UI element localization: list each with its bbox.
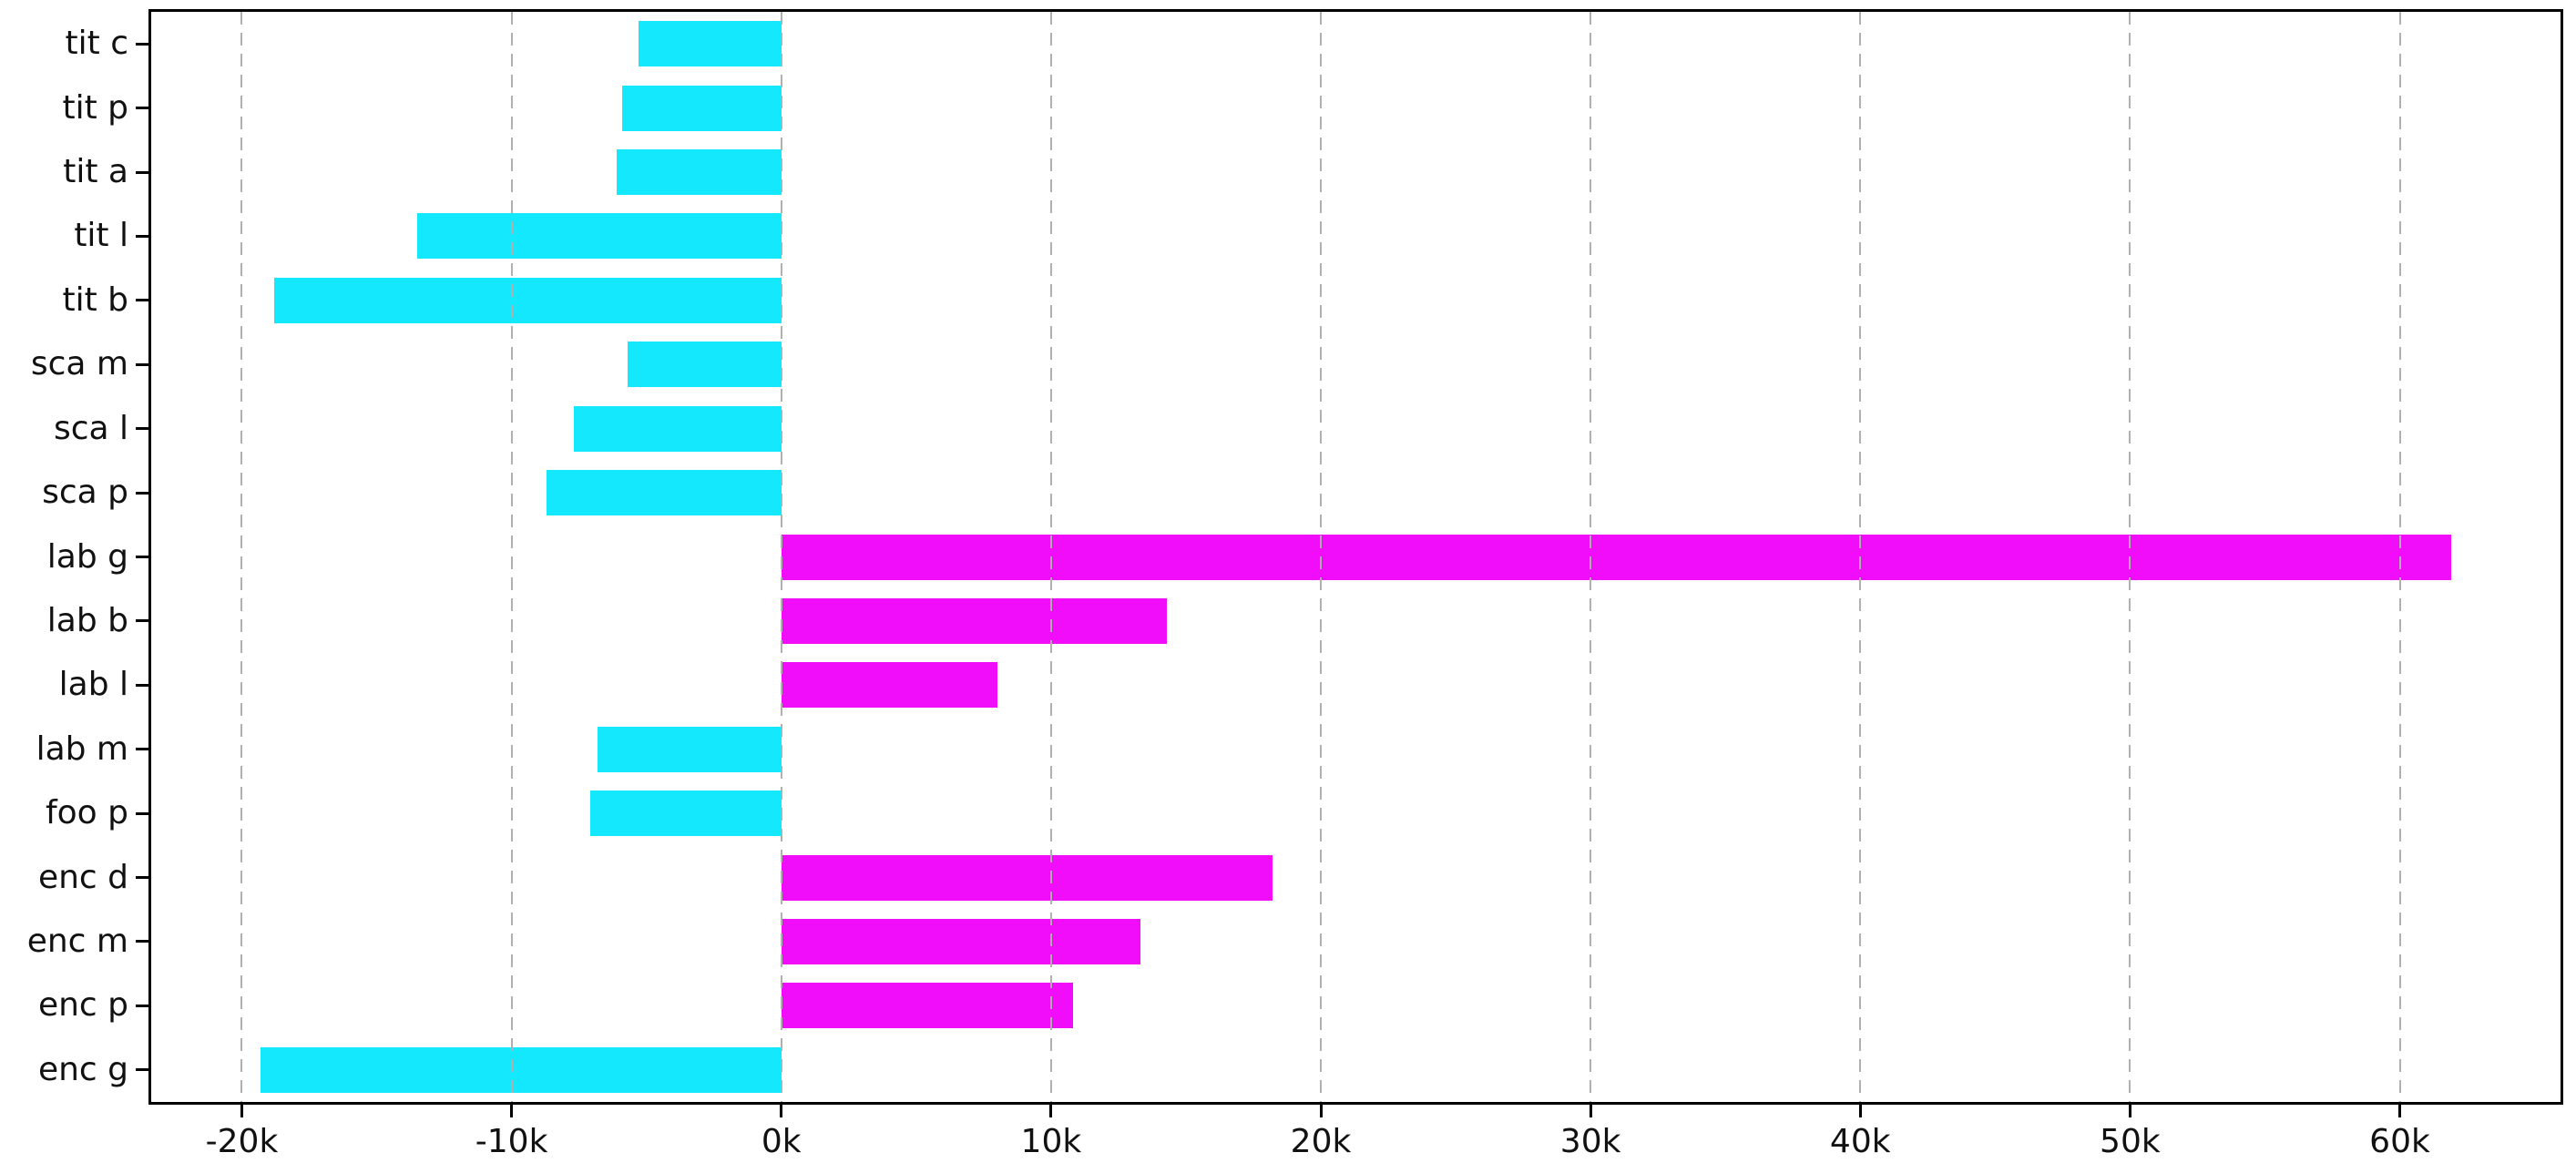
y-tick-mark-tit-c — [136, 42, 148, 46]
x-tick-label-0k: 0k — [761, 1123, 802, 1160]
y-tick-label-enc-m: enc m — [26, 922, 128, 960]
x-tick-label--20k: -20k — [205, 1123, 279, 1160]
y-tick-label-sca-m: sca m — [30, 345, 128, 383]
y-tick-mark-lab-l — [136, 683, 148, 687]
bar-tit-c — [638, 21, 782, 67]
gridline-10k — [1049, 12, 1052, 1102]
y-tick-mark-lab-g — [136, 556, 148, 558]
y-tick-mark-tit-a — [136, 170, 148, 174]
y-tick-mark-sca-m — [136, 362, 148, 366]
x-tick-label-20k: 20k — [1290, 1123, 1352, 1160]
y-tick-label-enc-g: enc g — [37, 1050, 128, 1088]
y-tick-mark-enc-p — [136, 1004, 148, 1007]
gridline-60k — [2398, 12, 2401, 1102]
bar-enc-d — [781, 854, 1273, 901]
x-tick-mark--10k — [510, 1105, 514, 1117]
bar-enc-g — [261, 1046, 782, 1093]
y-tick-mark-tit-p — [136, 107, 148, 110]
bar-enc-p — [781, 983, 1073, 1029]
y-tick-label-tit-p: tit p — [62, 88, 128, 127]
x-tick-label-10k: 10k — [1020, 1123, 1082, 1160]
bar-sca-m — [627, 342, 782, 388]
y-tick-mark-foo-p — [136, 811, 148, 815]
y-tick-label-tit-a: tit a — [63, 153, 128, 191]
y-tick-mark-enc-d — [136, 876, 148, 880]
y-tick-label-foo-p: foo p — [45, 794, 128, 832]
y-tick-label-tit-b: tit b — [62, 280, 128, 319]
gridline--10k — [510, 12, 513, 1102]
x-tick-mark-60k — [2398, 1105, 2401, 1117]
y-tick-label-tit-c: tit c — [65, 25, 128, 63]
bar-lab-m — [598, 726, 782, 772]
y-tick-mark-tit-l — [136, 234, 148, 238]
gridline-30k — [1590, 12, 1592, 1102]
x-tick-label-50k: 50k — [2100, 1123, 2161, 1160]
bar-sca-p — [547, 470, 782, 516]
bar-lab-g — [781, 534, 2451, 580]
y-tick-label-lab-m: lab m — [36, 729, 128, 768]
y-tick-mark-enc-g — [136, 1068, 148, 1072]
y-tick-mark-sca-p — [136, 491, 148, 495]
y-tick-label-lab-g: lab g — [46, 537, 128, 576]
y-tick-mark-enc-m — [136, 940, 148, 944]
y-tick-label-tit-l: tit l — [74, 217, 128, 255]
bar-tit-p — [622, 85, 782, 131]
gridline-0k — [780, 12, 782, 1102]
bar-enc-m — [781, 918, 1140, 964]
y-tick-mark-tit-b — [136, 299, 148, 302]
bar-foo-p — [589, 790, 782, 837]
x-tick-mark-30k — [1589, 1105, 1592, 1117]
bar-tit-b — [274, 277, 782, 323]
y-tick-mark-lab-m — [136, 748, 148, 751]
x-tick-label-40k: 40k — [1829, 1123, 1891, 1160]
y-tick-label-enc-p: enc p — [37, 986, 128, 1025]
x-tick-mark-40k — [1858, 1105, 1862, 1117]
y-tick-mark-sca-l — [136, 427, 148, 431]
bar-lab-b — [781, 597, 1168, 644]
x-tick-mark-50k — [2128, 1105, 2131, 1117]
bar-tit-l — [416, 213, 782, 260]
x-tick-mark-10k — [1049, 1105, 1053, 1117]
bar-tit-a — [617, 149, 782, 196]
x-tick-mark-20k — [1319, 1105, 1323, 1117]
x-tick-mark--20k — [240, 1105, 243, 1117]
gridline-50k — [2129, 12, 2131, 1102]
x-tick-label--10k: -10k — [475, 1123, 548, 1160]
y-tick-label-enc-d: enc d — [37, 858, 128, 896]
x-tick-mark-0k — [780, 1105, 783, 1117]
y-tick-label-sca-l: sca l — [53, 409, 128, 447]
bar-sca-l — [573, 405, 782, 452]
x-tick-label-60k: 60k — [2369, 1123, 2430, 1160]
y-tick-mark-lab-b — [136, 619, 148, 623]
y-tick-label-lab-l: lab l — [58, 666, 128, 704]
plot-area — [148, 9, 2563, 1105]
gridline--20k — [240, 12, 243, 1102]
y-tick-label-lab-b: lab b — [46, 601, 128, 639]
x-tick-label-30k: 30k — [1559, 1123, 1621, 1160]
gridline-20k — [1320, 12, 1322, 1102]
y-tick-label-sca-p: sca p — [42, 474, 128, 512]
bar-lab-l — [781, 662, 997, 709]
gridline-40k — [1859, 12, 1862, 1102]
